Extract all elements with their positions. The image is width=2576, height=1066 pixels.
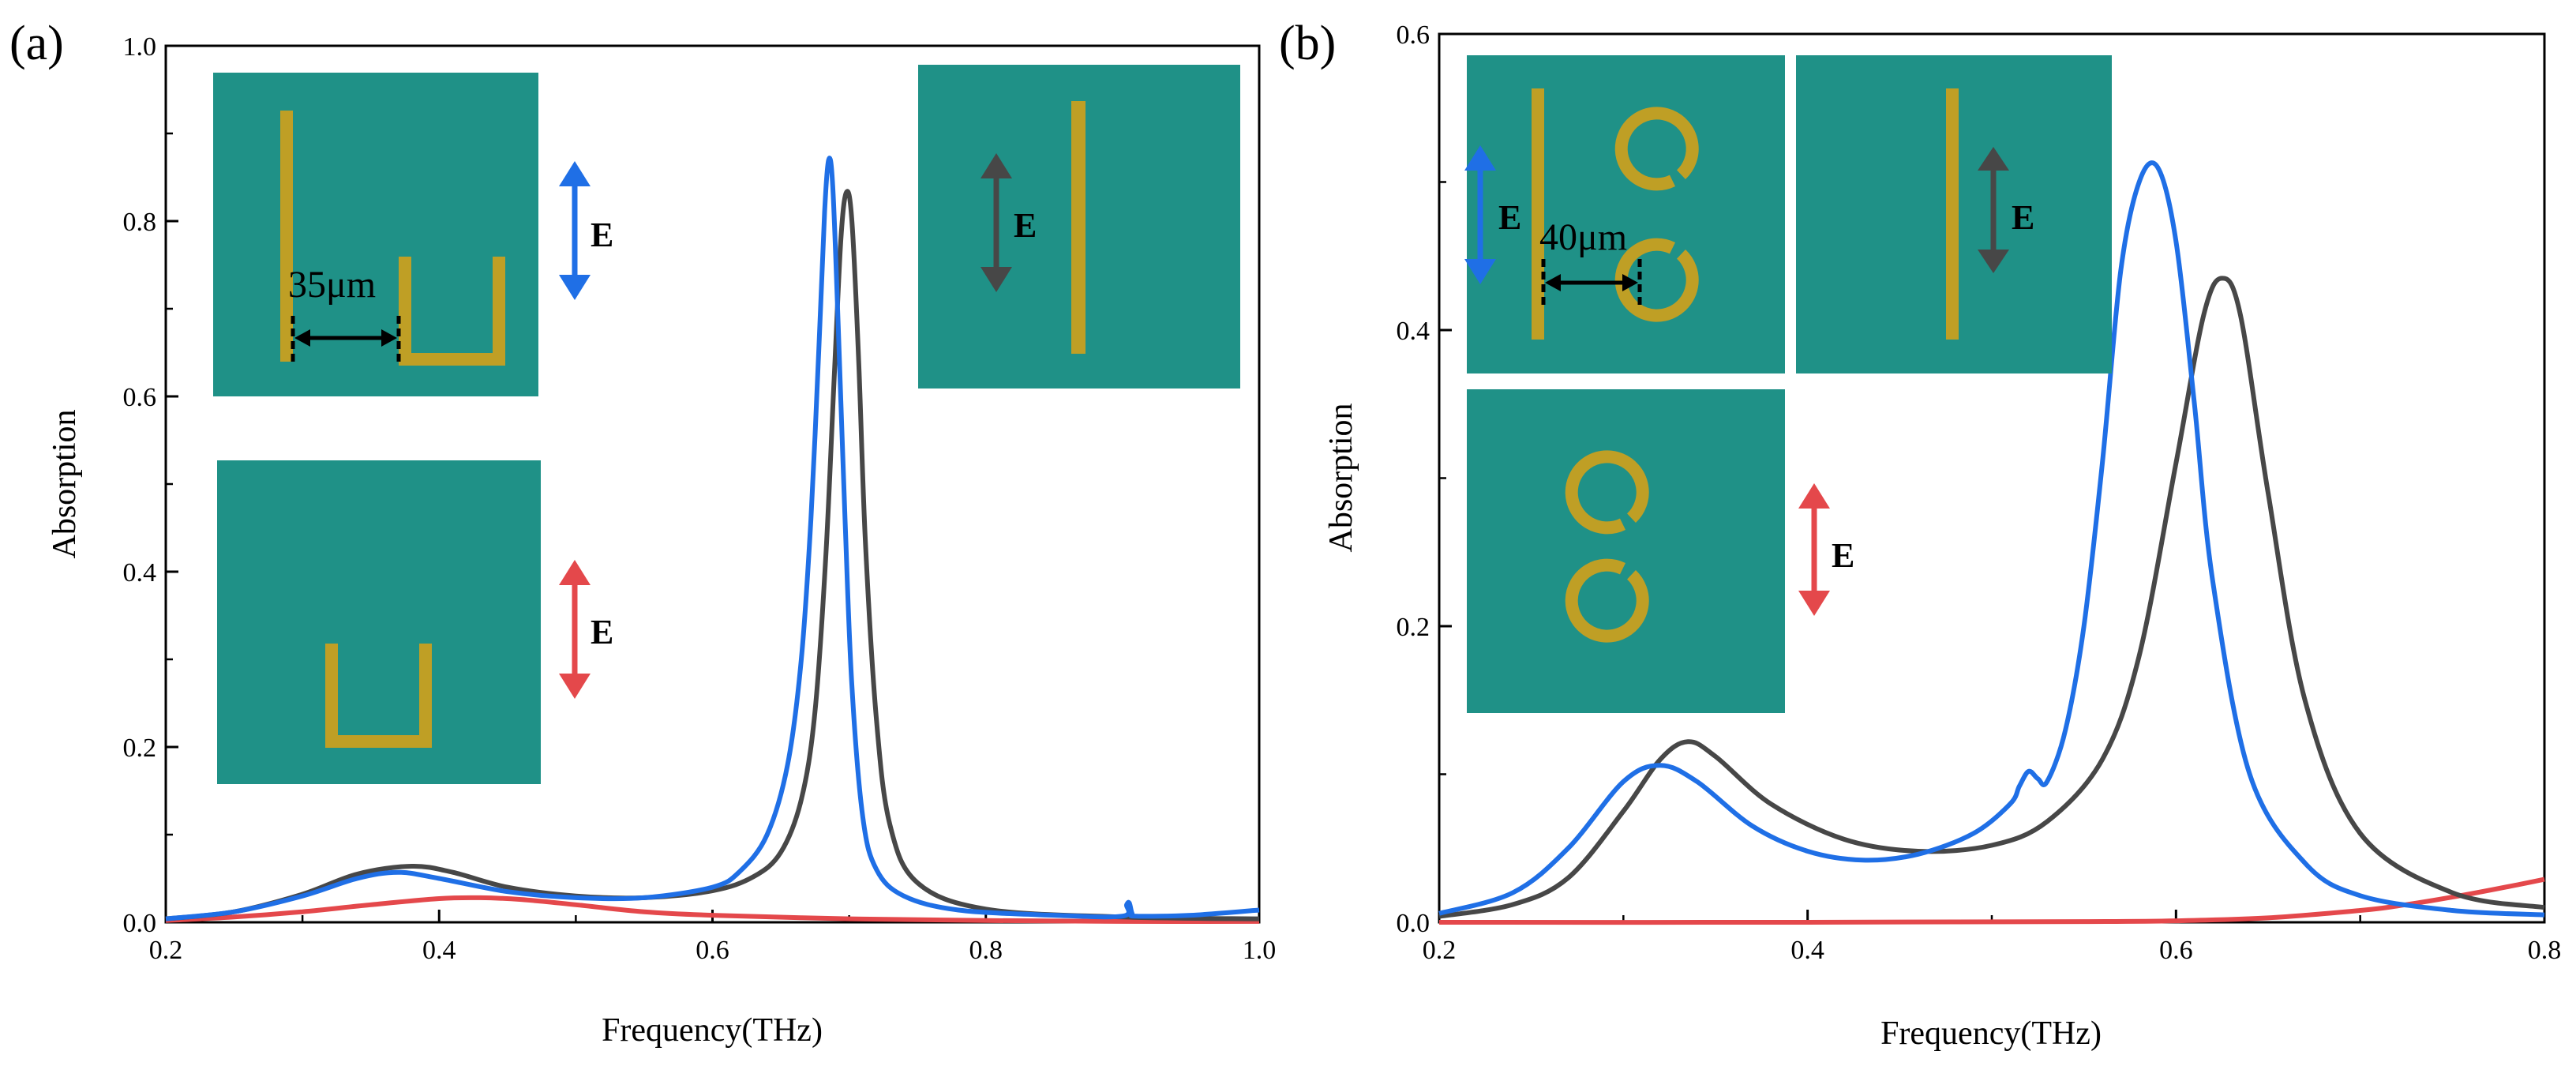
y-tick-label: 0.8 xyxy=(123,208,157,237)
e-arrow-red-b: E xyxy=(1798,483,1854,616)
y-tick-label: 0.4 xyxy=(123,558,157,587)
x-tick-label: 0.4 xyxy=(1790,936,1824,965)
dimension-label-a: 35μm xyxy=(288,264,376,306)
gold-rod xyxy=(1532,88,1544,340)
curves-a xyxy=(165,156,1260,924)
gold-split-ring-top xyxy=(1565,450,1649,535)
gold-rod xyxy=(280,111,293,362)
inset-substrate xyxy=(1467,389,1785,713)
dimension-label-b: 40μm xyxy=(1539,216,1627,258)
dim-arrow-right xyxy=(1622,274,1638,291)
e-arrow-red-a: E xyxy=(559,560,613,699)
panel-a: 0.00.20.40.60.81.0 0.2 0.4 0.6 0.8 1.0 (a) A… xyxy=(9,17,1276,1049)
inset-b-rod-srr: 40μm E xyxy=(1464,55,1785,373)
x-axis-label-a: Frequency(THz) xyxy=(602,1012,823,1049)
inset-a-u xyxy=(217,460,541,784)
x-tick-label: 0.2 xyxy=(149,936,183,965)
e-label: E xyxy=(2012,198,2034,237)
e-arrow-dark-b: E xyxy=(1978,147,2034,273)
y-tick-label: 0.0 xyxy=(123,909,157,938)
dim-arrow-left xyxy=(1545,274,1561,291)
series-line-dark xyxy=(1438,276,2545,919)
series-line-blue xyxy=(165,156,1260,921)
yticks-b: 0.0 0.2 0.4 0.6 xyxy=(1397,21,1452,938)
dim-arrow-left xyxy=(294,329,310,347)
series-line-dark xyxy=(165,189,1260,921)
y-tick-label: 0.4 xyxy=(1397,317,1430,346)
panel-b: 0.00.20.40.6 0.2 0.4 0.6 0.8 (b) Absorption… xyxy=(1279,17,2561,1052)
xticks-b: 0.2 0.4 0.6 0.8 xyxy=(1423,910,2562,965)
gold-u-resonator xyxy=(399,257,505,366)
y-tick-label: 1.0 xyxy=(123,32,157,62)
series-line-red xyxy=(165,895,1260,924)
x-tick-label: 0.6 xyxy=(696,936,729,965)
y-tick-label: 0.0 xyxy=(1397,909,1430,938)
series-line-blue xyxy=(1438,160,2545,918)
gold-rod xyxy=(1071,101,1086,354)
gold-rod xyxy=(1946,88,1959,340)
inset-substrate xyxy=(213,73,538,396)
inset-a-rod: E xyxy=(918,65,1240,388)
e-arrow-blue-a: E xyxy=(559,161,613,300)
inset-substrate xyxy=(217,460,541,784)
y-axis-label-a: Absorption xyxy=(47,410,83,559)
inset-b-rod: E xyxy=(1796,55,2112,373)
gold-split-ring-bottom xyxy=(1565,558,1649,643)
y-tick-label: 0.6 xyxy=(1397,21,1430,50)
curves-b xyxy=(1438,160,2545,925)
x-tick-label: 0.8 xyxy=(2528,936,2562,965)
e-arrow-blue-b: E xyxy=(1464,145,1521,284)
inset-substrate xyxy=(1467,55,1785,373)
e-label: E xyxy=(591,613,613,651)
e-arrow-dark-a: E xyxy=(981,153,1037,292)
dim-arrow-right xyxy=(381,329,397,347)
panel-label-b: (b) xyxy=(1279,17,1336,70)
x-axis-label-b: Frequency(THz) xyxy=(1880,1015,2102,1052)
gold-split-ring-top xyxy=(1614,107,1699,191)
x-tick-label: 1.0 xyxy=(1243,936,1277,965)
x-tick-label: 0.6 xyxy=(2159,936,2193,965)
y-tick-label: 0.2 xyxy=(1397,613,1430,642)
gold-u-resonator xyxy=(325,644,432,748)
e-label: E xyxy=(1832,536,1854,575)
y-tick-label: 0.6 xyxy=(123,383,157,412)
inset-b-srr xyxy=(1467,389,1785,713)
panel-label-a: (a) xyxy=(9,17,64,70)
yticks-a: 0.0 0.2 0.4 0.6 0.8 1.0 xyxy=(123,32,178,938)
e-label: E xyxy=(1498,198,1521,237)
e-label: E xyxy=(1014,206,1037,245)
y-axis-label-b: Absorption xyxy=(1323,404,1359,553)
y-tick-label: 0.2 xyxy=(123,734,157,763)
series-line-red xyxy=(1438,876,2545,925)
e-label: E xyxy=(591,216,613,254)
gold-split-ring-bottom xyxy=(1614,238,1699,322)
inset-a-rod-u: 35μm xyxy=(213,73,538,396)
x-tick-label: 0.8 xyxy=(969,936,1003,965)
x-tick-label: 0.2 xyxy=(1423,936,1457,965)
x-tick-label: 0.4 xyxy=(422,936,456,965)
